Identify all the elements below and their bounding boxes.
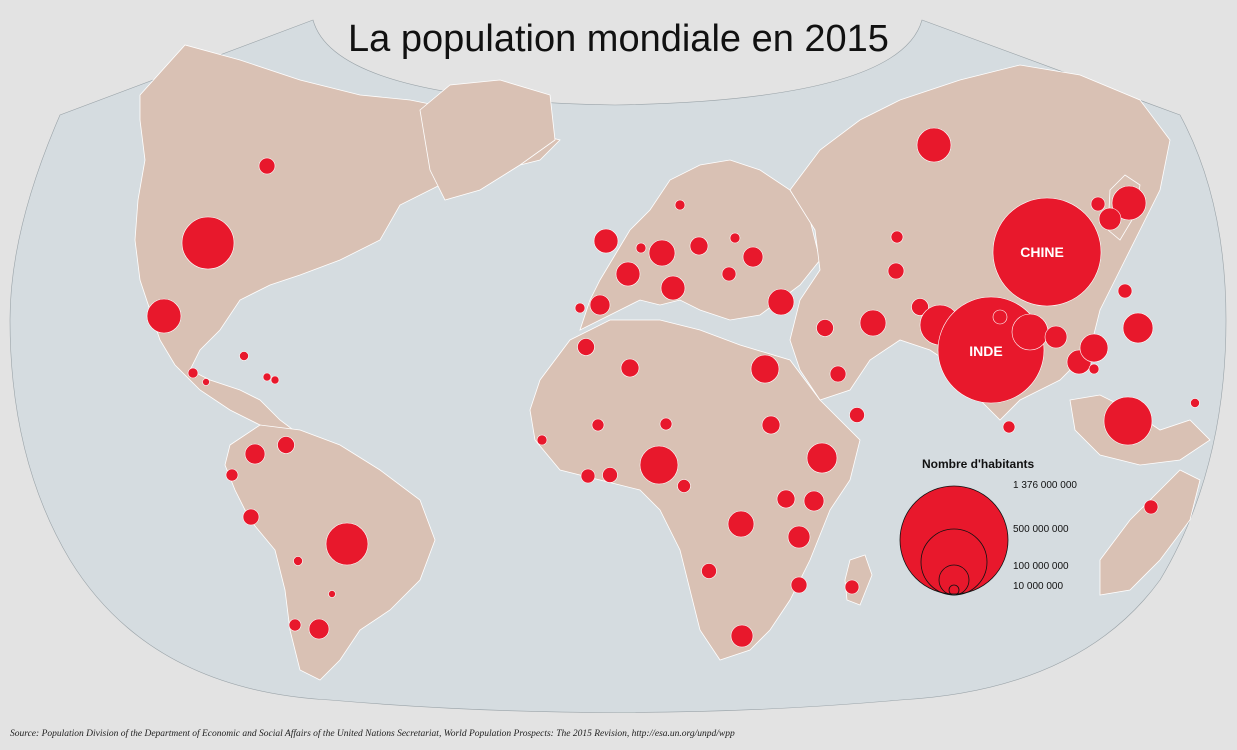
bubble-uganda <box>776 489 796 509</box>
bubble-bangladesh <box>1011 313 1049 351</box>
legend-title: Nombre d'habitants <box>922 457 1035 471</box>
bubble-morocco <box>577 338 595 356</box>
bubble-taiwan <box>1117 283 1133 299</box>
bubble-australia <box>1143 499 1159 515</box>
bubble-sweden <box>674 199 686 211</box>
bubble-ecuador <box>225 468 239 482</box>
bubble-russia <box>916 127 952 163</box>
bubble-yemen <box>849 407 865 423</box>
bubble-portugal <box>574 302 586 314</box>
bubble-ukraine <box>742 246 764 268</box>
legend-circle-1 <box>899 485 1009 595</box>
bubble-argentina <box>308 618 330 640</box>
bubble-germany <box>648 239 676 267</box>
bubble-mozambique <box>790 576 808 594</box>
legend-label-2: 500 000 000 <box>1013 524 1069 535</box>
bubble-sudan <box>761 415 781 435</box>
bubble-france <box>615 261 641 287</box>
bubble-haiti <box>262 372 272 382</box>
bubble-angola <box>701 563 717 579</box>
bubble-uzbekistan <box>887 262 905 280</box>
bubble-romania <box>721 266 737 282</box>
land <box>134 44 1211 681</box>
bubble-egypt <box>750 354 780 384</box>
bubble-peru <box>242 508 260 526</box>
bubble-cote-ivoire <box>580 468 596 484</box>
bubble-kazakhstan <box>890 230 904 244</box>
bubble-cuba <box>239 351 249 361</box>
bubble-ethiopia <box>806 442 838 474</box>
bubble-tanzania <box>787 525 811 549</box>
bubble-madagascar <box>844 579 860 595</box>
bubble-canada <box>258 157 276 175</box>
bubble-uk <box>593 228 619 254</box>
bubble-dominican <box>270 375 280 385</box>
bubble-nigeria <box>639 445 679 485</box>
bubble-belarus <box>729 232 741 244</box>
bubble-south-africa <box>730 624 754 648</box>
bubble-guatemala <box>187 367 199 379</box>
legend-label-3: 100 000 000 <box>1013 561 1069 572</box>
bubble-usa <box>181 216 235 270</box>
bubble-cameroon <box>677 479 691 493</box>
legend-circle-4 <box>948 584 960 596</box>
legend-label-1: 1 376 000 000 <box>1013 480 1077 491</box>
bubble-senegal <box>536 434 548 446</box>
bubble-colombia <box>244 443 266 465</box>
bubble-chile <box>288 618 302 632</box>
bubble-korea <box>1098 207 1122 231</box>
bubble-myanmar <box>1044 325 1068 349</box>
label-china: CHINE <box>1020 244 1064 260</box>
bubble-drc <box>727 510 755 538</box>
bubble-netherlands <box>635 242 647 254</box>
bubble-indonesia <box>1103 396 1153 446</box>
bubble-png <box>1190 398 1200 408</box>
bubble-china <box>992 197 1102 307</box>
bubble-vietnam <box>1079 333 1109 363</box>
bubble-philippines <box>1122 312 1154 344</box>
bubble-srilanka <box>1002 420 1016 434</box>
legend-label-4: 10 000 000 <box>1013 581 1063 592</box>
bubble-iraq <box>816 319 834 337</box>
label-india: INDE <box>969 343 1002 359</box>
bubble-turkey <box>767 288 795 316</box>
bubble-kenya <box>803 490 825 512</box>
bubble-nepal <box>992 309 1008 325</box>
asia <box>789 64 1171 421</box>
bubble-malaysia <box>1088 363 1100 375</box>
bubble-spain <box>589 294 611 316</box>
legend: Nombre d'habitants 1 376 000 000 500 000… <box>899 457 1077 596</box>
bubble-algeria <box>620 358 640 378</box>
bubble-paraguay <box>328 590 336 598</box>
bubble-italy <box>660 275 686 301</box>
bubble-saudi <box>829 365 847 383</box>
bubble-brazil <box>325 522 369 566</box>
bubble-mexico <box>146 298 182 334</box>
bubble-poland <box>689 236 709 256</box>
bubble-niger <box>659 417 673 431</box>
bubble-japan <box>1111 185 1147 221</box>
greenland <box>419 79 556 201</box>
bubble-bolivia <box>293 556 303 566</box>
bubble-honduras <box>202 378 210 386</box>
bubble-afghanistan <box>911 298 929 316</box>
bubble-ghana <box>602 467 618 483</box>
bubble-mali <box>591 418 605 432</box>
page-title: La population mondiale en 2015 <box>348 18 889 60</box>
source-note: Source: Population Division of the Depar… <box>10 729 735 739</box>
bubble-venezuela <box>277 436 295 454</box>
bubble-iran <box>859 309 887 337</box>
bubble-north-korea <box>1090 196 1106 212</box>
population-bubbles <box>146 127 1200 648</box>
